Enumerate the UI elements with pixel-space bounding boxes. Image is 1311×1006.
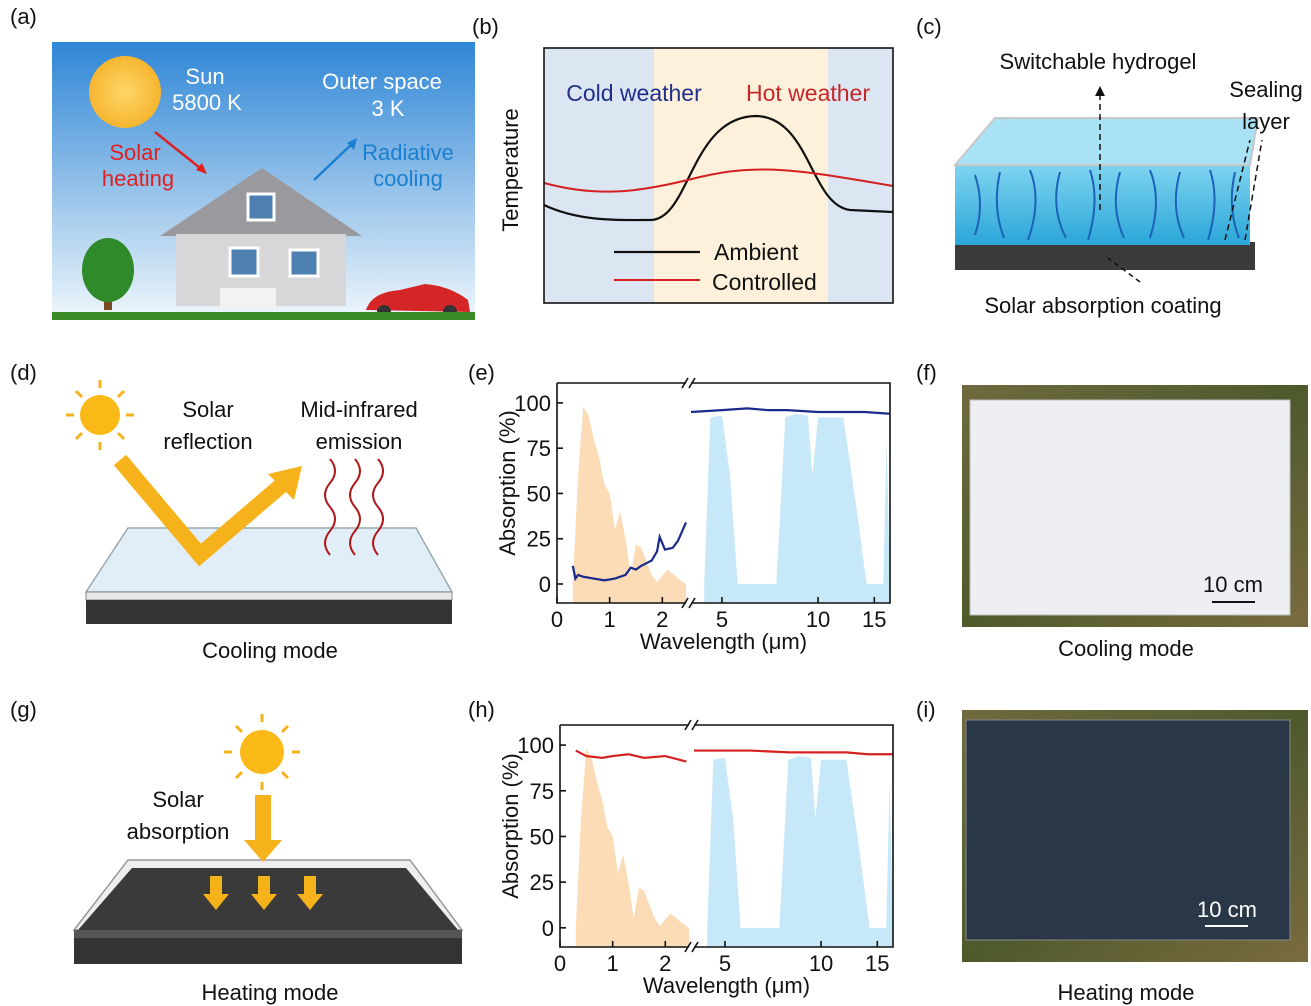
label: heating [102,166,174,191]
tree [82,238,134,302]
y-tick-label: 0 [539,572,551,597]
legend-label: Ambient [714,239,799,265]
x-axis-label: Wavelength (μm) [640,629,807,654]
label: Radiative [362,140,454,165]
label: Mid-infrared [300,397,417,422]
slab-edge [86,592,452,600]
label: Solar [109,140,160,165]
panel-b: Temperature Cold weather Hot weather Amb… [498,48,893,303]
slab [86,528,452,592]
y-axis-label: Absorption (%) [495,410,520,556]
panel-f: 10 cm Cooling mode [962,385,1308,661]
spectrum-area [573,407,686,603]
label: Switchable hydrogel [1000,49,1197,74]
y-tick-label: 75 [530,779,554,804]
coating [955,242,1255,270]
x-tick-label: 10 [806,607,830,632]
panel-label: (g) [10,697,37,722]
absorption-arrow [255,795,271,843]
label: 5800 K [172,90,242,115]
grass [52,312,475,320]
label: cooling [373,166,443,191]
label: Solar [152,787,203,812]
y-axis-label: Temperature [498,108,523,232]
label: Sealing [1229,77,1302,102]
spectrum-area [704,414,890,603]
panel-label: (e) [468,360,495,385]
panel-i: 10 cm Heating mode [962,710,1308,1005]
caption: Cooling mode [1058,636,1194,661]
spectrum-area [707,756,893,947]
y-axis-label: Absorption (%) [498,753,523,899]
caption: Heating mode [1058,980,1195,1005]
sun [80,395,120,435]
x-axis-label: Wavelength (μm) [643,973,810,998]
label: Solar absorption coating [984,293,1221,318]
legend-label: Controlled [712,269,817,295]
x-tick-label: 15 [862,607,886,632]
scale-label: 10 cm [1203,572,1263,597]
window [290,250,318,276]
sun [89,56,161,128]
y-tick-label: 25 [530,870,554,895]
scale-label: 10 cm [1197,897,1257,922]
caption: Cooling mode [202,638,338,663]
figure: (a) (b) (c) (d) (e) (f) (g) (h) (i) Sun … [0,0,1311,1006]
arrow-head [1095,86,1105,96]
panel-label: (b) [472,14,499,39]
steps [220,288,276,308]
label: Cold weather [566,80,702,106]
x-tick-label: 0 [551,607,563,632]
spectrum-area [576,749,689,947]
panel-label: (c) [916,14,942,39]
absorption-line [691,408,890,413]
label: Solar [182,397,233,422]
label: Outer space [322,69,442,94]
panel-label: (i) [916,697,936,722]
panel-c: Switchable hydrogel Sealing layer Solar … [955,49,1303,318]
y-tick-label: 50 [530,824,554,849]
sun [240,730,284,774]
arrow-head [244,840,282,862]
x-tick-label: 15 [865,951,889,976]
panel-a: Sun 5800 K Outer space 3 K Solar heating… [52,42,475,320]
label: reflection [163,429,252,454]
y-tick-label: 50 [527,481,551,506]
y-tick-label: 25 [527,527,551,552]
x-tick-label: 1 [607,951,619,976]
panel-label: (h) [468,697,495,722]
label: layer [1242,109,1290,134]
absorption-line [694,751,893,755]
slab-base [86,600,452,624]
panel-g: Solar absorption Heating mode [74,714,462,1005]
label: Sun [185,64,224,89]
y-tick-label: 75 [527,436,551,461]
label: 3 K [371,96,404,121]
chart: 025507510001251015Wavelength (μm)Absorpt… [498,720,893,998]
label: emission [316,429,403,454]
slab-edge [74,930,462,938]
window [248,194,274,220]
slab-base [74,938,462,964]
label: absorption [127,819,230,844]
x-tick-label: 10 [809,951,833,976]
sealing-layer [955,118,1258,165]
window [230,248,258,276]
panel-label: (f) [916,360,937,385]
label: Hot weather [746,80,870,106]
panel-label: (d) [10,360,37,385]
y-tick-label: 0 [542,916,554,941]
panel-d: Solar reflection Mid-infrared emission C… [66,380,452,663]
x-tick-label: 1 [604,607,616,632]
panel-label: (a) [10,4,37,29]
absorption-line [576,751,687,762]
x-tick-label: 0 [554,951,566,976]
caption: Heating mode [202,980,339,1005]
